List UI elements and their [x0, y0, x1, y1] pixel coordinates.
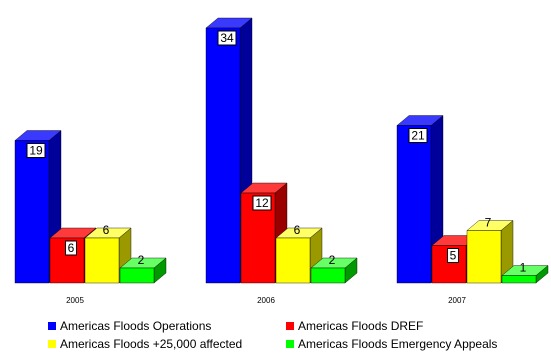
bar-emergency-appeals-2007 — [501, 275, 537, 284]
legend-item-emergency-appeals: Americas Floods Emergency Appeals — [286, 336, 497, 352]
value-label-affected-2006: 6 — [294, 223, 301, 237]
legend-swatch-operations — [48, 322, 56, 330]
value-label-operations-2005: 19 — [29, 144, 43, 158]
category-label-2005: 2005 — [66, 296, 84, 305]
legend-item-operations: Americas Floods Operations — [48, 318, 211, 334]
value-label-dref-2006: 12 — [255, 196, 269, 210]
legend-label-dref: Americas Floods DREF — [298, 319, 424, 333]
value-label-box-dref-2007 — [447, 248, 459, 263]
legend-swatch-dref — [286, 322, 294, 330]
bar-operations-2005 — [14, 140, 50, 284]
category-label-2006: 2006 — [257, 296, 275, 305]
bar-emergency-appeals-2005 — [119, 267, 155, 284]
bar-emergency-appeals-2006 — [310, 267, 346, 284]
value-label-box-dref-2005 — [65, 240, 77, 256]
category-label-2007: 2007 — [448, 296, 466, 305]
value-label-emergency-appeals-2005: 2 — [138, 253, 145, 267]
value-label-dref-2005: 6 — [68, 241, 75, 255]
value-label-box-dref-2006 — [252, 195, 272, 211]
bar-operations-2006 — [205, 27, 241, 284]
legend-swatch-affected — [48, 340, 56, 348]
value-label-box-operations-2007 — [408, 128, 428, 143]
legend: Americas Floods Operations Americas Floo… — [48, 318, 548, 352]
bar-affected-2007 — [466, 230, 502, 284]
value-label-affected-2007: 7 — [485, 216, 492, 230]
chart-svg: 19 6 6 2 2005 34 12 6 2 2006 21 5 7 1 2007 — [14, 17, 549, 305]
value-label-dref-2007: 5 — [450, 249, 457, 263]
value-label-emergency-appeals-2006: 2 — [329, 253, 336, 267]
legend-swatch-emergency-appeals — [286, 340, 294, 348]
bar-operations-2007 — [396, 125, 432, 284]
legend-item-dref: Americas Floods DREF — [286, 318, 423, 334]
value-label-affected-2005: 6 — [103, 223, 110, 237]
legend-label-affected: Americas Floods +25,000 affected — [60, 337, 243, 351]
legend-item-affected: Americas Floods +25,000 affected — [48, 336, 242, 352]
value-label-box-operations-2006 — [217, 30, 237, 46]
value-label-operations-2007: 21 — [411, 129, 425, 143]
bar-affected-2006 — [275, 237, 311, 284]
legend-label-operations: Americas Floods Operations — [60, 319, 212, 333]
bar-affected-2005 — [84, 237, 120, 284]
legend-label-emergency-appeals: Americas Floods Emergency Appeals — [298, 337, 498, 351]
value-label-box-operations-2005 — [26, 143, 46, 158]
value-label-operations-2006: 34 — [220, 31, 234, 45]
value-label-emergency-appeals-2007: 1 — [520, 261, 527, 275]
